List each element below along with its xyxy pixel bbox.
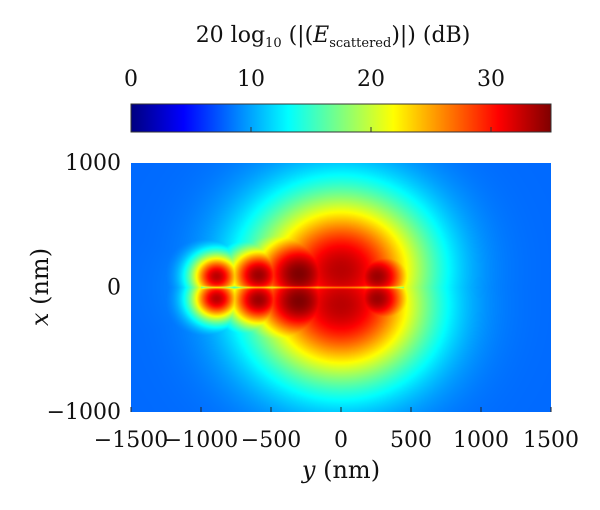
- y-tick-label: 0: [107, 276, 121, 301]
- colorbar-tick-label: 0: [124, 67, 138, 92]
- colorbar-title: 20 log10 (|(Escattered)|) (dB): [196, 23, 471, 51]
- colorbar-tick-label: 20: [357, 67, 385, 92]
- colorbar-tick-label: 10: [237, 67, 265, 92]
- x-axis-label: y (nm): [301, 456, 380, 484]
- x-tick-label: 0: [334, 428, 348, 453]
- x-tick-label: −1000: [164, 428, 238, 453]
- y-tick-label: 1000: [65, 151, 121, 176]
- y-tick-label: −1000: [47, 400, 121, 425]
- colorbar-tick-label: 30: [477, 67, 505, 92]
- colorbar-ticks: 0 10 20 30: [124, 67, 505, 132]
- x-tick-label: −1500: [94, 428, 168, 453]
- x-tick-label: −500: [241, 428, 301, 453]
- x-tick-label: 500: [390, 428, 432, 453]
- colorbar: 0 10 20 30: [124, 67, 552, 133]
- heatmap-area: [131, 163, 551, 412]
- colorbar-gradient: [130, 103, 552, 133]
- x-tick-label: 1000: [453, 428, 509, 453]
- y-axis-label: x (nm): [26, 248, 54, 326]
- x-tick-label: 1500: [523, 428, 579, 453]
- y-axis-ticks: 1000 0 −1000: [47, 151, 121, 425]
- x-axis-ticks: −1500−1000 −500 0 500 1000 1500: [94, 407, 579, 453]
